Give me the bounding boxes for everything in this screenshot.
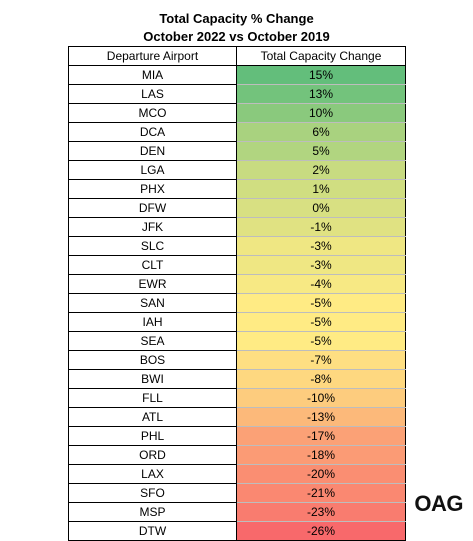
capacity-change-cell: 2% [236, 160, 406, 180]
airport-cell: SAN [68, 293, 237, 313]
airport-cell: PHL [68, 426, 237, 446]
table-row: ATL -13% [68, 407, 406, 427]
capacity-change-cell: -3% [236, 236, 406, 256]
table-row: LAS 13% [68, 84, 406, 104]
airport-cell: DCA [68, 122, 237, 142]
table-row: SLC -3% [68, 236, 406, 256]
capacity-change-cell: 5% [236, 141, 406, 161]
airport-cell: CLT [68, 255, 237, 275]
table-row: CLT -3% [68, 255, 406, 275]
table-row: ORD -18% [68, 445, 406, 465]
capacity-change-cell: -5% [236, 293, 406, 313]
capacity-change-cell: -5% [236, 331, 406, 351]
airport-cell: PHX [68, 179, 237, 199]
capacity-change-cell: -1% [236, 217, 406, 237]
airport-cell: DTW [68, 521, 237, 541]
capacity-change-cell: -23% [236, 502, 406, 522]
airport-cell: BWI [68, 369, 237, 389]
airport-cell: IAH [68, 312, 237, 332]
table-row: IAH -5% [68, 312, 406, 332]
table-row: MIA 15% [68, 65, 406, 85]
airport-cell: JFK [68, 217, 237, 237]
airport-cell: SFO [68, 483, 237, 503]
table-row: MCO 10% [68, 103, 406, 123]
table-row: FLL -10% [68, 388, 406, 408]
table-row: DEN 5% [68, 141, 406, 161]
capacity-change-cell: -26% [236, 521, 406, 541]
table-row: DCA 6% [68, 122, 406, 142]
table-row: BWI -8% [68, 369, 406, 389]
capacity-change-cell: -18% [236, 445, 406, 465]
capacity-change-cell: 0% [236, 198, 406, 218]
capacity-change-cell: -21% [236, 483, 406, 503]
airport-cell: MIA [68, 65, 237, 85]
capacity-change-cell: -4% [236, 274, 406, 294]
airport-cell: LGA [68, 160, 237, 180]
capacity-change-cell: 10% [236, 103, 406, 123]
chart-title: Total Capacity % Change [159, 11, 314, 26]
capacity-change-cell: 6% [236, 122, 406, 142]
table-row: DTW -26% [68, 521, 406, 541]
table-row: PHX 1% [68, 179, 406, 199]
table-row: BOS -7% [68, 350, 406, 370]
airport-cell: FLL [68, 388, 237, 408]
airport-cell: MSP [68, 502, 237, 522]
table-row: JFK -1% [68, 217, 406, 237]
table-row: MSP -23% [68, 502, 406, 522]
column-header-departure-airport: Departure Airport [68, 46, 237, 66]
capacity-change-cell: -13% [236, 407, 406, 427]
chart-title-block: Total Capacity % Change October 2022 vs … [0, 10, 473, 46]
capacity-change-cell: -7% [236, 350, 406, 370]
capacity-change-cell: -5% [236, 312, 406, 332]
capacity-change-cell: -3% [236, 255, 406, 275]
airport-cell: LAS [68, 84, 237, 104]
table-row: PHL -17% [68, 426, 406, 446]
table-row: LGA 2% [68, 160, 406, 180]
column-header-total-capacity-change: Total Capacity Change [236, 46, 406, 66]
oag-logo: OAG [414, 491, 463, 516]
airport-cell: BOS [68, 350, 237, 370]
airport-cell: DFW [68, 198, 237, 218]
table-row: SAN -5% [68, 293, 406, 313]
airport-cell: SEA [68, 331, 237, 351]
table-row: LAX -20% [68, 464, 406, 484]
airport-cell: DEN [68, 141, 237, 161]
airport-cell: EWR [68, 274, 237, 294]
airport-cell: MCO [68, 103, 237, 123]
table-row: SFO -21% [68, 483, 406, 503]
capacity-change-cell: -8% [236, 369, 406, 389]
table-row: EWR -4% [68, 274, 406, 294]
airport-cell: LAX [68, 464, 237, 484]
capacity-change-cell: -10% [236, 388, 406, 408]
table-row: SEA -5% [68, 331, 406, 351]
capacity-change-cell: 1% [236, 179, 406, 199]
table-header-row: Departure Airport Total Capacity Change [68, 46, 406, 66]
airport-cell: ORD [68, 445, 237, 465]
airport-cell: SLC [68, 236, 237, 256]
chart-subtitle: October 2022 vs October 2019 [143, 29, 330, 44]
capacity-change-cell: -20% [236, 464, 406, 484]
table-body: MIA 15% LAS 13% MCO 10% DCA 6% DEN 5% LGA 2% PHX 1% DF… [68, 65, 406, 541]
capacity-change-cell: 15% [236, 65, 406, 85]
airport-cell: ATL [68, 407, 237, 427]
table-row: DFW 0% [68, 198, 406, 218]
capacity-change-table: Departure Airport Total Capacity Change … [68, 46, 406, 541]
capacity-change-cell: 13% [236, 84, 406, 104]
capacity-change-cell: -17% [236, 426, 406, 446]
